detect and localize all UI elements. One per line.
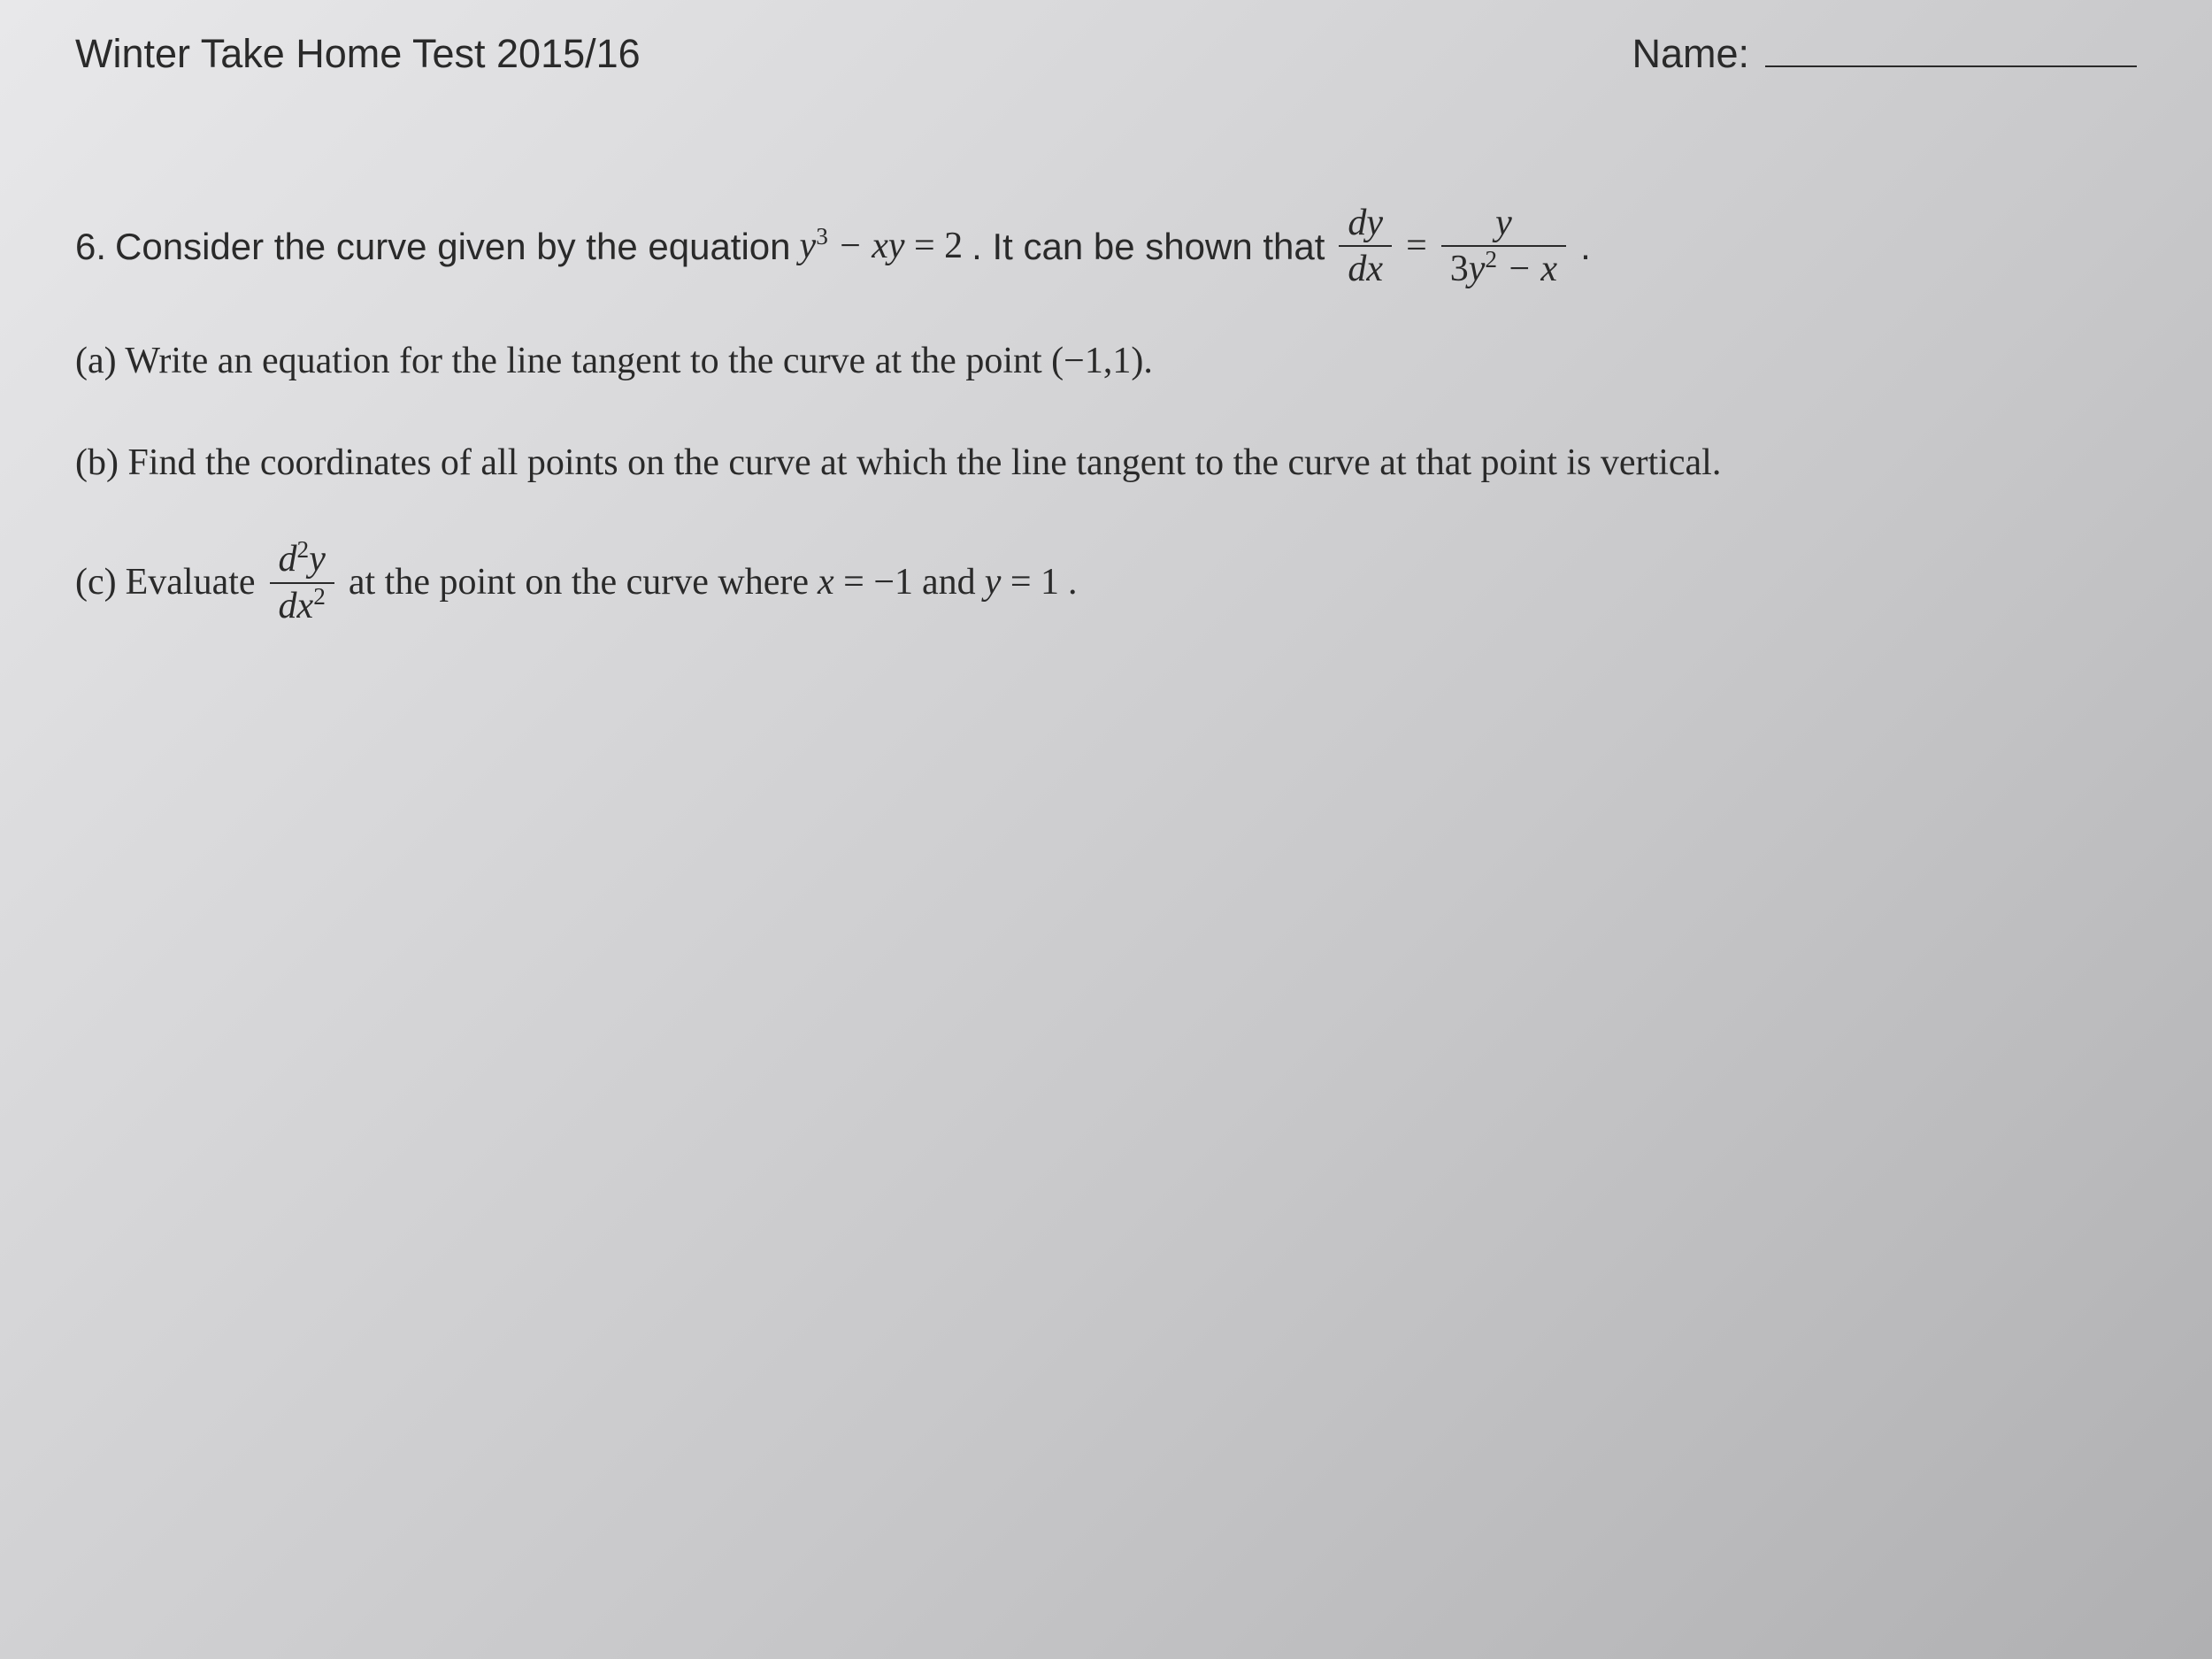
part-a: (a) Write an equation for the line tange… xyxy=(75,334,2137,389)
part-c: (c) Evaluate d2y dx2 at the point on the… xyxy=(75,537,2137,627)
part-a-period: . xyxy=(1143,341,1153,381)
dy-dx-fraction: dy dx xyxy=(1339,201,1392,291)
question-period: . xyxy=(1580,219,1591,274)
part-c-after1: at the point on the curve where xyxy=(349,555,809,611)
cond-y: y = 1 xyxy=(985,555,1059,611)
name-field: Name: xyxy=(1632,31,2137,77)
question-intro-1: Consider the curve given by the equation xyxy=(115,219,791,274)
part-b-text: Find the coordinates of all points on th… xyxy=(127,442,1721,483)
cond-x: x = −1 xyxy=(818,555,913,611)
frac-den-3y2x: 3y2 − x xyxy=(1441,247,1566,291)
question-number: 6. xyxy=(75,219,106,274)
part-b: (b) Find the coordinates of all points o… xyxy=(75,435,2137,491)
frac-den-dx2: dx2 xyxy=(270,584,334,628)
question-intro-2: . It can be shown that xyxy=(972,219,1325,274)
part-c-and: and xyxy=(922,555,976,611)
equals-sign: = xyxy=(1406,219,1427,274)
name-blank-line xyxy=(1765,64,2137,67)
test-title: Winter Take Home Test 2015/16 xyxy=(75,31,641,77)
part-c-period: . xyxy=(1068,555,1078,611)
frac-num-y: y xyxy=(1486,201,1521,245)
question-6-main: 6. Consider the curve given by the equat… xyxy=(75,201,2137,291)
derivative-equation: dy dx = y 3y2 − x xyxy=(1333,201,1571,291)
frac-num-dy: dy xyxy=(1339,201,1392,245)
frac-den-dx: dx xyxy=(1339,247,1392,291)
part-a-label: (a) xyxy=(75,341,117,381)
page-header: Winter Take Home Test 2015/16 Name: xyxy=(75,31,2137,77)
curve-equation: y3 − xy = 2 xyxy=(800,219,964,274)
part-b-label: (b) xyxy=(75,442,119,483)
second-derivative-fraction: d2y dx2 xyxy=(270,537,334,627)
question-6: 6. Consider the curve given by the equat… xyxy=(75,201,2137,628)
frac-num-d2y: d2y xyxy=(270,537,334,581)
part-c-before: Evaluate xyxy=(126,555,256,611)
rhs-fraction: y 3y2 − x xyxy=(1441,201,1566,291)
part-c-label: (c) xyxy=(75,555,117,611)
part-a-text: Write an equation for the line tangent t… xyxy=(125,341,1041,381)
part-a-point: (−1,1) xyxy=(1051,341,1143,381)
name-label: Name: xyxy=(1632,31,1749,77)
